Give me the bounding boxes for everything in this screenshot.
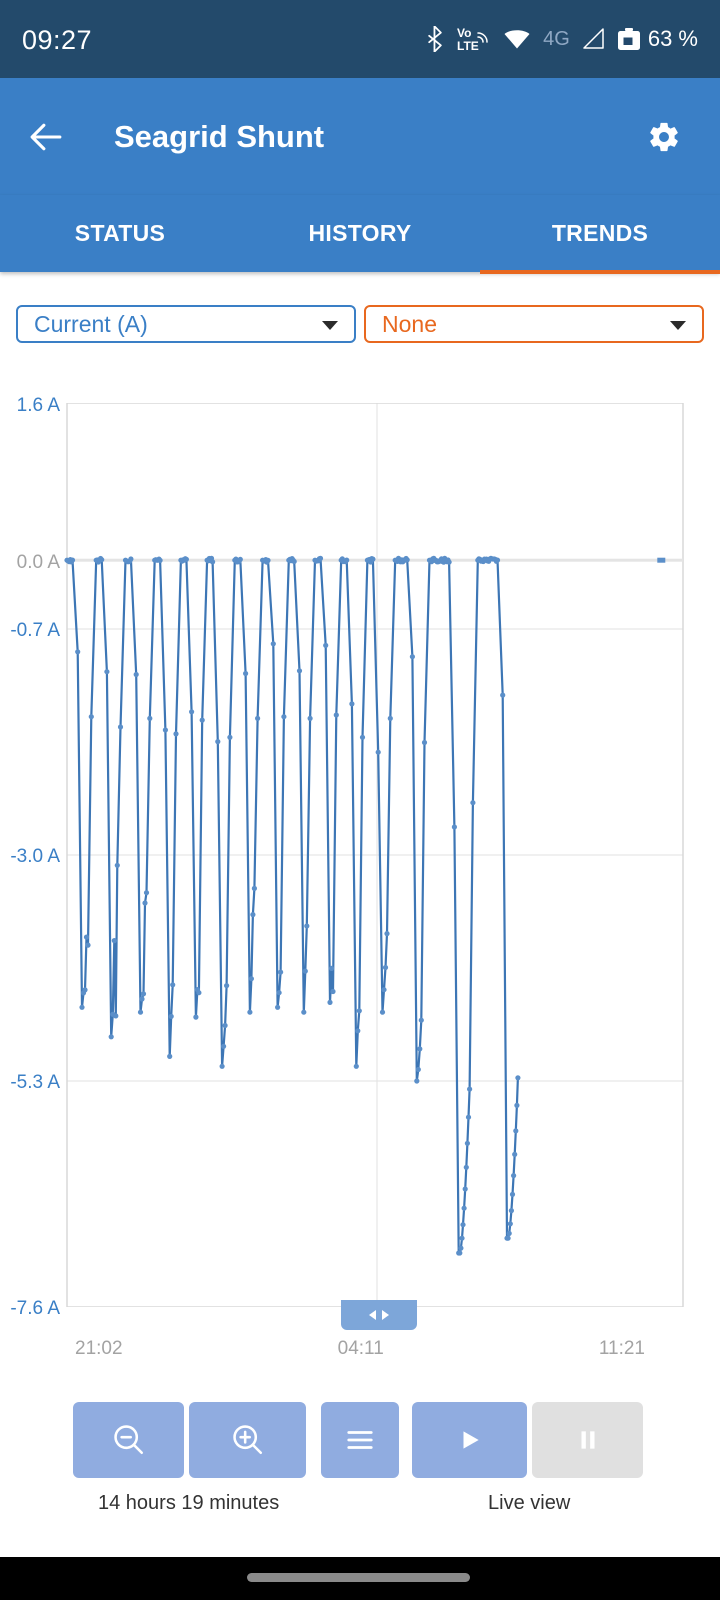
svg-text:Vo: Vo	[457, 26, 471, 40]
svg-text:LTE: LTE	[457, 39, 479, 53]
